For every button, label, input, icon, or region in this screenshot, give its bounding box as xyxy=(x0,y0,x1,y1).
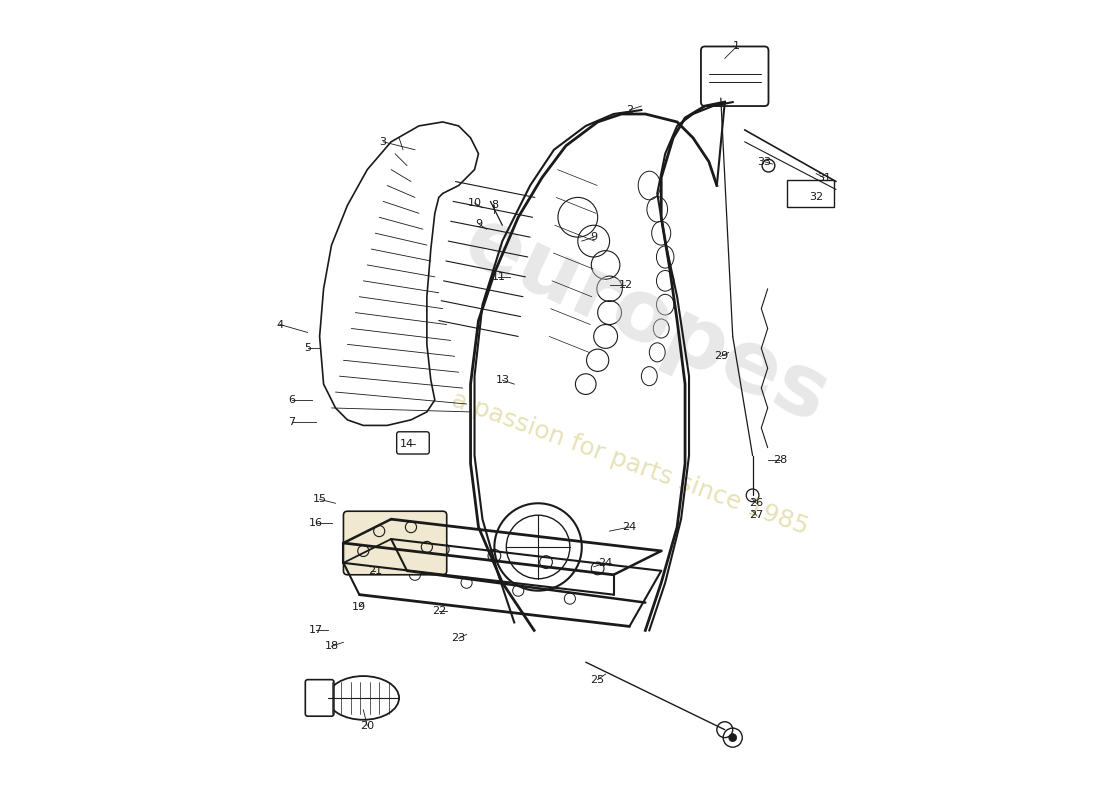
Text: 11: 11 xyxy=(492,272,505,282)
Text: 31: 31 xyxy=(817,173,832,182)
Text: 9: 9 xyxy=(590,232,597,242)
Text: 23: 23 xyxy=(452,634,465,643)
FancyBboxPatch shape xyxy=(397,432,429,454)
Text: 5: 5 xyxy=(305,343,311,354)
FancyBboxPatch shape xyxy=(343,511,447,574)
FancyBboxPatch shape xyxy=(701,46,769,106)
Text: 12: 12 xyxy=(618,280,632,290)
Text: 15: 15 xyxy=(312,494,327,504)
Text: 26: 26 xyxy=(749,498,763,508)
Text: 6: 6 xyxy=(288,395,295,405)
Text: 1: 1 xyxy=(734,42,740,51)
Text: 27: 27 xyxy=(749,510,763,520)
Text: 2: 2 xyxy=(626,105,632,115)
Text: 33: 33 xyxy=(758,157,771,166)
Text: 25: 25 xyxy=(591,674,605,685)
Text: 28: 28 xyxy=(773,454,788,465)
Text: a passion for parts since 1985: a passion for parts since 1985 xyxy=(448,387,812,539)
Text: 7: 7 xyxy=(288,418,296,427)
Text: 24: 24 xyxy=(623,522,637,532)
Text: 24: 24 xyxy=(598,558,613,568)
Text: 10: 10 xyxy=(468,198,482,208)
Text: 3: 3 xyxy=(379,137,387,147)
Circle shape xyxy=(729,734,737,742)
Text: 9: 9 xyxy=(475,218,482,229)
Text: 14: 14 xyxy=(400,438,414,449)
Text: 16: 16 xyxy=(309,518,322,528)
Text: 19: 19 xyxy=(352,602,366,611)
Text: 4: 4 xyxy=(276,319,284,330)
Text: 22: 22 xyxy=(431,606,446,615)
FancyBboxPatch shape xyxy=(306,680,334,716)
Text: 13: 13 xyxy=(495,375,509,385)
Text: 21: 21 xyxy=(368,566,383,576)
Text: 17: 17 xyxy=(309,626,322,635)
Text: 29: 29 xyxy=(714,351,728,362)
Text: 8: 8 xyxy=(491,200,498,210)
Text: 18: 18 xyxy=(324,642,339,651)
FancyBboxPatch shape xyxy=(786,180,834,207)
Text: 20: 20 xyxy=(360,721,374,730)
Text: europes: europes xyxy=(450,200,840,441)
Text: 32: 32 xyxy=(810,193,823,202)
